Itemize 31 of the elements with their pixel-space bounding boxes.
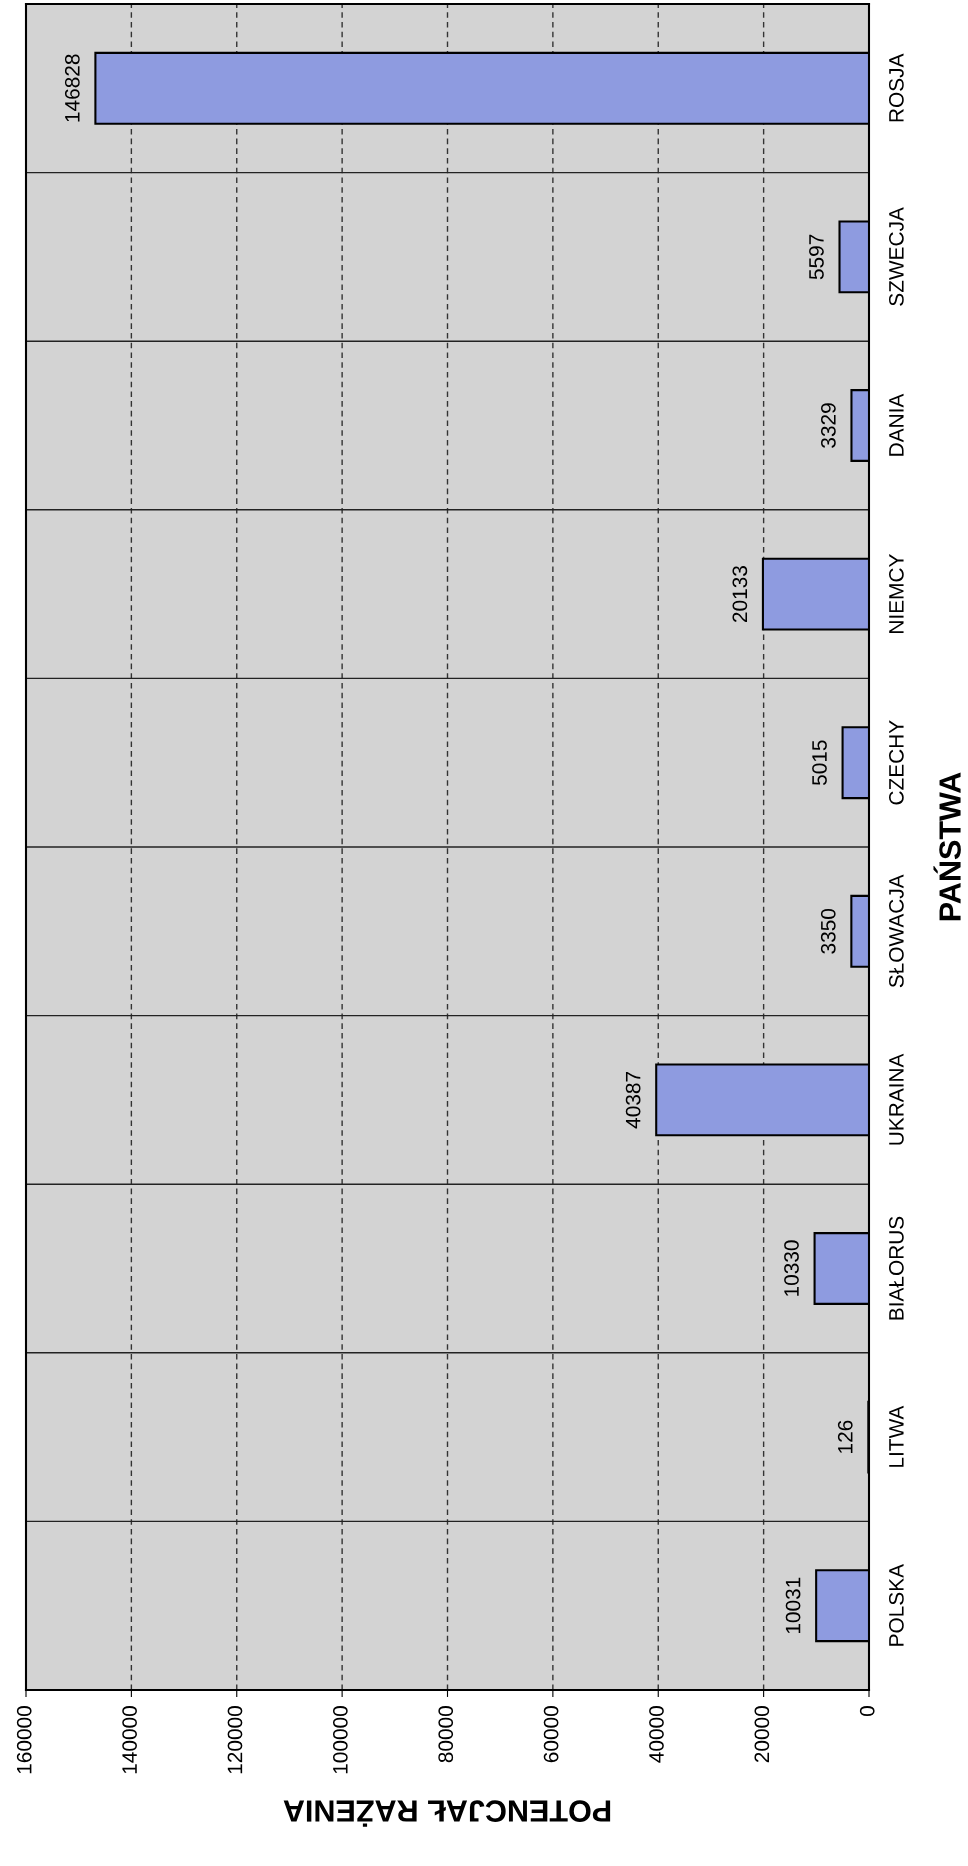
data-label: 40387 bbox=[625, 1071, 641, 1129]
y-tick-label: BIAŁORUS bbox=[888, 1216, 904, 1320]
data-label: 20133 bbox=[732, 566, 748, 623]
y-tick-label: CZECHY bbox=[888, 720, 904, 805]
data-label: 3350 bbox=[820, 908, 836, 954]
x-tick-label: 60000 bbox=[543, 1706, 559, 1763]
data-label: 10031 bbox=[785, 1577, 801, 1634]
y-tick-label: SZWECJA bbox=[888, 207, 904, 306]
data-label: 146828 bbox=[64, 54, 80, 122]
x-tick-label: 120000 bbox=[227, 1706, 243, 1774]
y-tick-label: SŁOWACJA bbox=[888, 874, 904, 988]
x-tick-label: 40000 bbox=[649, 1706, 664, 1763]
x-axis-title: POTENCJAŁ RAŻENIA bbox=[283, 1800, 611, 1827]
y-tick-label: DANIA bbox=[889, 393, 904, 456]
x-tick-label: 140000 bbox=[122, 1706, 137, 1774]
x-tick-label: 80000 bbox=[438, 1706, 454, 1763]
x-tick-label: 160000 bbox=[16, 1706, 32, 1774]
data-label: 5015 bbox=[812, 740, 827, 786]
x-tick-label: 0 bbox=[859, 1706, 875, 1717]
data-label: 10330 bbox=[784, 1240, 799, 1296]
y-tick-label: POLSKA bbox=[888, 1564, 904, 1646]
data-label: 5597 bbox=[809, 234, 824, 280]
x-tick-label: 100000 bbox=[332, 1706, 348, 1774]
y-tick-label: NIEMCY bbox=[888, 554, 904, 633]
y-tick-label: LITWA bbox=[889, 1405, 904, 1467]
y-tick-label: ROSJA bbox=[888, 53, 904, 122]
y-axis-title: PAŃSTWA bbox=[933, 772, 961, 921]
data-label: 126 bbox=[837, 1420, 853, 1453]
data-label: 3329 bbox=[821, 403, 836, 448]
y-tick-label: UKRAINA bbox=[889, 1053, 904, 1145]
x-tick-label: 20000 bbox=[754, 1706, 770, 1763]
